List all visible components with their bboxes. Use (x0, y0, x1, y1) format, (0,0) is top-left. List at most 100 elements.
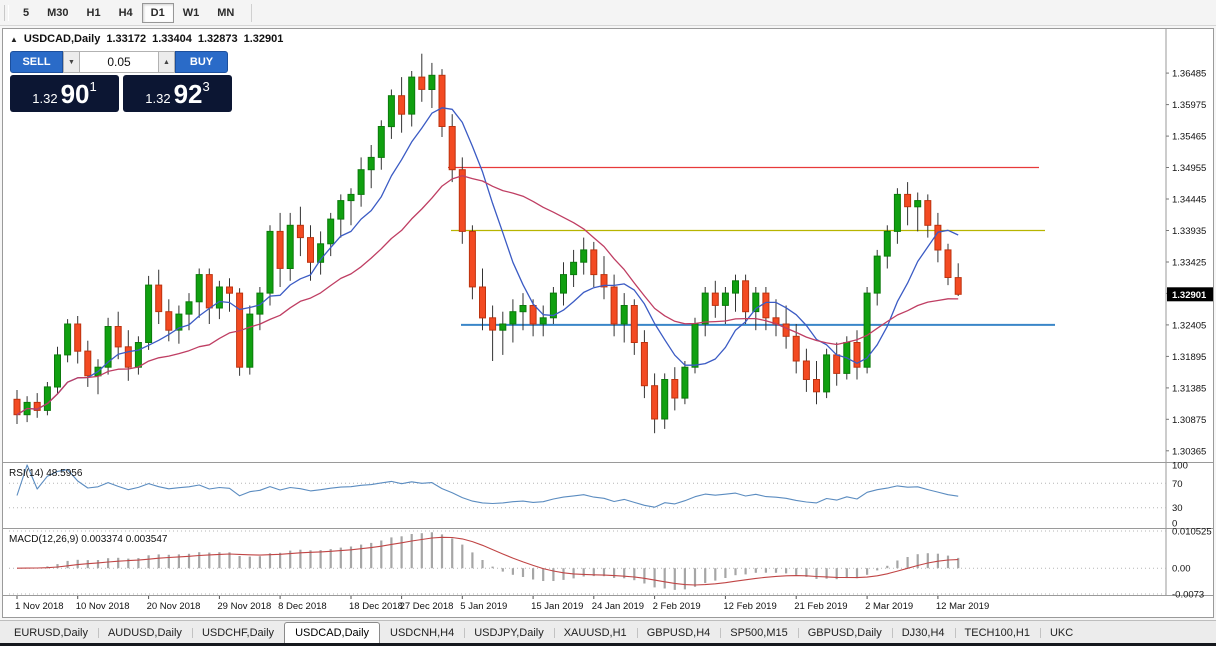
candle-body (802, 360, 810, 380)
candle-body (742, 280, 750, 313)
candle-body (64, 323, 72, 356)
chart-tab-dj30-h4[interactable]: DJ30,H4 (891, 623, 955, 643)
candle-body (570, 261, 578, 276)
price-axis-label: 1.34445 (1172, 195, 1206, 206)
candle-body (519, 305, 527, 313)
timeframe-button-d1[interactable]: D1 (141, 2, 174, 23)
chart-tab-usdjpy-daily[interactable]: USDJPY,Daily (464, 623, 554, 643)
timeframes-toolbar: 5 M30 H1 H4 D1 W1 MN (0, 0, 1216, 26)
volume-increase-button[interactable]: ▲ (158, 51, 175, 73)
macd-axis-label: -0.0073 (1172, 590, 1204, 601)
chart-tab-usdcad-daily[interactable]: USDCAD,Daily (284, 622, 381, 643)
chart-tab-sp500-m15[interactable]: SP500,M15 (720, 623, 797, 643)
timeframe-button-mn[interactable]: MN (208, 3, 243, 23)
toolbar-grip-handle[interactable] (4, 4, 9, 21)
candle-body (428, 74, 436, 90)
candle-body (580, 249, 588, 263)
candle-body (560, 274, 567, 294)
price-axis-label: 1.36485 (1172, 69, 1206, 80)
candle-body (479, 286, 486, 319)
chart-tab-bar: EURUSD,Daily AUDUSD,Daily USDCHF,Daily USDC… (0, 620, 1216, 643)
rsi-axis-label: 30 (1172, 503, 1183, 514)
candle-body (347, 193, 355, 202)
timeframe-button-h1[interactable]: H1 (78, 3, 110, 23)
time-axis-label: 5 Jan 2019 (460, 601, 507, 612)
time-axis-label: 18 Dec 2018 (349, 601, 403, 612)
price-axis-label: 1.35975 (1172, 100, 1206, 111)
candle-body (408, 76, 416, 115)
candle-body (165, 311, 173, 331)
candle-body (124, 346, 132, 368)
ohlc-low: 1.32873 (197, 33, 238, 45)
candle-body (651, 385, 659, 420)
buy-price-pip-digit: 3 (202, 79, 210, 94)
chart-tab-eurusd-daily[interactable]: EURUSD,Daily (14, 627, 88, 639)
candle-body (924, 200, 932, 226)
rsi-axis-label: 0 (1172, 519, 1177, 530)
time-axis-label: 1 Nov 2018 (15, 601, 64, 612)
candle-body (691, 323, 699, 368)
candle-body (145, 284, 153, 344)
candle-body (681, 366, 689, 399)
candle-body (640, 342, 648, 387)
chart-ohlc-header: ▲ USDCAD,Daily 1.33172 1.33404 1.32873 1… (10, 33, 283, 45)
candle-body (155, 284, 163, 313)
candle-body (630, 305, 638, 343)
candle-body (195, 274, 203, 303)
volume-input[interactable] (80, 51, 158, 73)
timeframe-button-h4[interactable]: H4 (110, 3, 142, 23)
chart-collapse-icon[interactable]: ▲ (10, 34, 18, 44)
candle-body (246, 313, 254, 368)
candle-body (266, 230, 274, 294)
buy-button[interactable]: BUY (175, 51, 228, 73)
candle-body (823, 354, 831, 393)
candle-body (337, 200, 345, 220)
chart-tab-usdchf-daily[interactable]: USDCHF,Daily (191, 623, 284, 643)
candle-body (620, 305, 628, 325)
time-axis-label: 12 Feb 2019 (723, 601, 776, 612)
candle-body (853, 342, 861, 368)
chart-tab-gbpusd-daily[interactable]: GBPUSD,Daily (797, 623, 892, 643)
candle-body (458, 169, 466, 232)
timeframe-button-w1[interactable]: W1 (174, 3, 209, 23)
candle-body (307, 237, 314, 263)
candle-body (893, 193, 901, 232)
candle-body (489, 317, 497, 331)
timeframe-button-5[interactable]: 5 (14, 3, 38, 23)
rsi-line (16, 464, 959, 508)
chart-tab-audusd-daily[interactable]: AUDUSD,Daily (97, 623, 192, 643)
candle-body (883, 230, 891, 257)
candle-body (711, 292, 719, 306)
candle-body (863, 292, 871, 368)
candle-body (448, 126, 456, 171)
ohlc-close: 1.32901 (243, 33, 284, 45)
buy-price-display[interactable]: 1.32 92 3 (123, 75, 232, 112)
chart-tab-xauusd-h1[interactable]: XAUUSD,H1 (553, 623, 637, 643)
chart-tab-ukc[interactable]: UKC (1039, 623, 1083, 643)
macd-axis-label: 0.00 (1172, 564, 1191, 575)
one-click-trading-panel: SELL ▼ ▲ BUY 1.32 90 1 1.32 92 3 (10, 51, 232, 112)
time-axis-label: 15 Jan 2019 (531, 601, 583, 612)
volume-decrease-button[interactable]: ▼ (63, 51, 80, 73)
toolbar-separator (251, 3, 253, 22)
candle-body (792, 335, 800, 362)
candle-body (610, 286, 618, 325)
chart-tab-gbpusd-h4[interactable]: GBPUSD,H4 (636, 623, 721, 643)
chart-canvas[interactable]: 1.36485 1.35975 1.35465 1.34955 1.34445 1.339… (3, 29, 1213, 617)
current-price-label-bg (1167, 287, 1213, 302)
candle-body (468, 230, 476, 288)
chart-tab-tech100-h1[interactable]: TECH100,H1 (954, 623, 1040, 643)
time-axis-label: 27 Dec 2018 (400, 601, 454, 612)
sell-button[interactable]: SELL (10, 51, 63, 73)
candle-body (114, 326, 122, 348)
sell-price-display[interactable]: 1.32 90 1 (10, 75, 119, 112)
timeframe-button-m30[interactable]: M30 (38, 3, 77, 23)
candle-body (954, 277, 962, 295)
candle-body (499, 323, 507, 331)
time-axis-label: 20 Nov 2018 (147, 601, 201, 612)
window-bottom-edge (0, 643, 1216, 646)
candle-body (33, 401, 41, 411)
price-axis-label: 1.33425 (1172, 258, 1206, 269)
chart-tab-usdcnh-h4[interactable]: USDCNH,H4 (390, 627, 455, 639)
